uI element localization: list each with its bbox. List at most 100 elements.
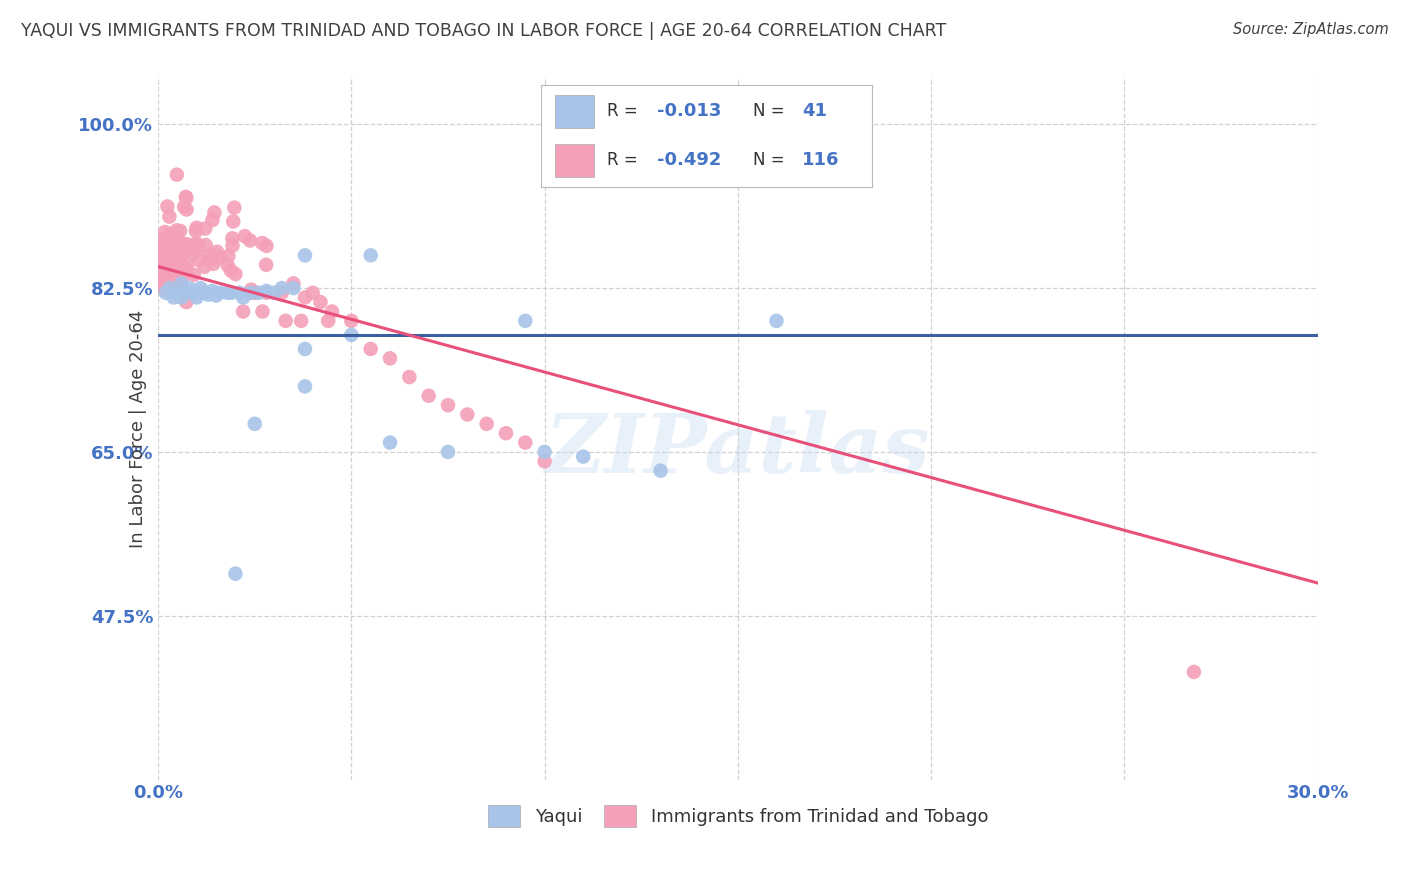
- Point: [283, 281, 305, 295]
- Text: ZIPatlas: ZIPatlas: [546, 409, 931, 490]
- Point: [153, 254, 176, 268]
- Point: [378, 351, 401, 366]
- Point: [166, 223, 188, 237]
- Point: [157, 256, 180, 270]
- Point: [193, 260, 215, 274]
- Point: [283, 277, 305, 291]
- Point: [153, 232, 176, 246]
- Point: [150, 279, 173, 293]
- Point: [157, 210, 180, 224]
- Point: [239, 234, 262, 248]
- Point: [243, 417, 266, 431]
- Point: [316, 314, 339, 328]
- Point: [340, 314, 363, 328]
- Point: [157, 263, 180, 277]
- Point: [166, 285, 188, 300]
- Point: [184, 224, 207, 238]
- Point: [166, 235, 188, 249]
- Text: Source: ZipAtlas.com: Source: ZipAtlas.com: [1233, 22, 1389, 37]
- Point: [166, 168, 188, 182]
- Point: [340, 327, 363, 342]
- Y-axis label: In Labor Force | Age 20-64: In Labor Force | Age 20-64: [129, 310, 148, 548]
- Point: [515, 435, 537, 450]
- Point: [162, 272, 184, 286]
- Point: [172, 259, 194, 273]
- Point: [170, 260, 193, 275]
- Point: [294, 379, 316, 393]
- Point: [765, 314, 787, 328]
- Point: [152, 269, 174, 284]
- Point: [208, 285, 231, 300]
- Point: [294, 290, 316, 304]
- Point: [156, 248, 179, 262]
- Point: [150, 274, 173, 288]
- Point: [201, 213, 224, 227]
- Point: [378, 435, 401, 450]
- Point: [153, 281, 176, 295]
- Point: [174, 285, 197, 300]
- Point: [159, 281, 181, 295]
- Point: [650, 464, 672, 478]
- Point: [150, 257, 173, 271]
- Point: [176, 260, 198, 275]
- Point: [202, 257, 225, 271]
- Point: [290, 314, 312, 328]
- Point: [177, 281, 200, 295]
- FancyBboxPatch shape: [554, 95, 595, 128]
- Point: [221, 238, 243, 252]
- Point: [232, 304, 254, 318]
- Point: [150, 270, 173, 285]
- Point: [194, 221, 217, 235]
- Text: 41: 41: [803, 102, 827, 120]
- Point: [149, 265, 172, 279]
- Point: [153, 225, 176, 239]
- Point: [418, 389, 440, 403]
- Point: [170, 250, 193, 264]
- Point: [152, 278, 174, 293]
- Point: [204, 205, 226, 219]
- Point: [254, 258, 277, 272]
- Point: [294, 342, 316, 356]
- Point: [232, 290, 254, 304]
- Point: [169, 260, 191, 275]
- Point: [321, 304, 343, 318]
- Point: [239, 285, 262, 300]
- Point: [197, 287, 219, 301]
- Point: [252, 304, 274, 318]
- Text: R =: R =: [607, 102, 644, 120]
- Point: [270, 281, 292, 295]
- Point: [233, 229, 256, 244]
- Text: N =: N =: [752, 102, 790, 120]
- Point: [165, 229, 187, 244]
- Point: [169, 246, 191, 260]
- Point: [247, 285, 270, 300]
- Legend: Yaqui, Immigrants from Trinidad and Tobago: Yaqui, Immigrants from Trinidad and Toba…: [481, 797, 995, 834]
- Point: [240, 283, 263, 297]
- Point: [173, 200, 195, 214]
- Point: [186, 244, 208, 258]
- Point: [198, 252, 221, 267]
- Point: [150, 281, 173, 295]
- Point: [572, 450, 595, 464]
- Text: -0.013: -0.013: [657, 102, 721, 120]
- Point: [186, 236, 208, 251]
- Point: [153, 240, 176, 254]
- Point: [176, 202, 198, 217]
- Point: [254, 285, 277, 300]
- Point: [309, 295, 332, 310]
- Point: [155, 285, 177, 300]
- Point: [224, 566, 246, 581]
- Point: [150, 244, 173, 258]
- Point: [243, 285, 266, 300]
- Point: [274, 314, 297, 328]
- Point: [165, 239, 187, 253]
- Point: [224, 201, 246, 215]
- Point: [183, 268, 205, 282]
- Point: [219, 263, 242, 277]
- FancyBboxPatch shape: [554, 145, 595, 177]
- Point: [228, 285, 250, 300]
- Point: [176, 263, 198, 277]
- Point: [174, 191, 197, 205]
- Point: [166, 279, 188, 293]
- Point: [294, 248, 316, 262]
